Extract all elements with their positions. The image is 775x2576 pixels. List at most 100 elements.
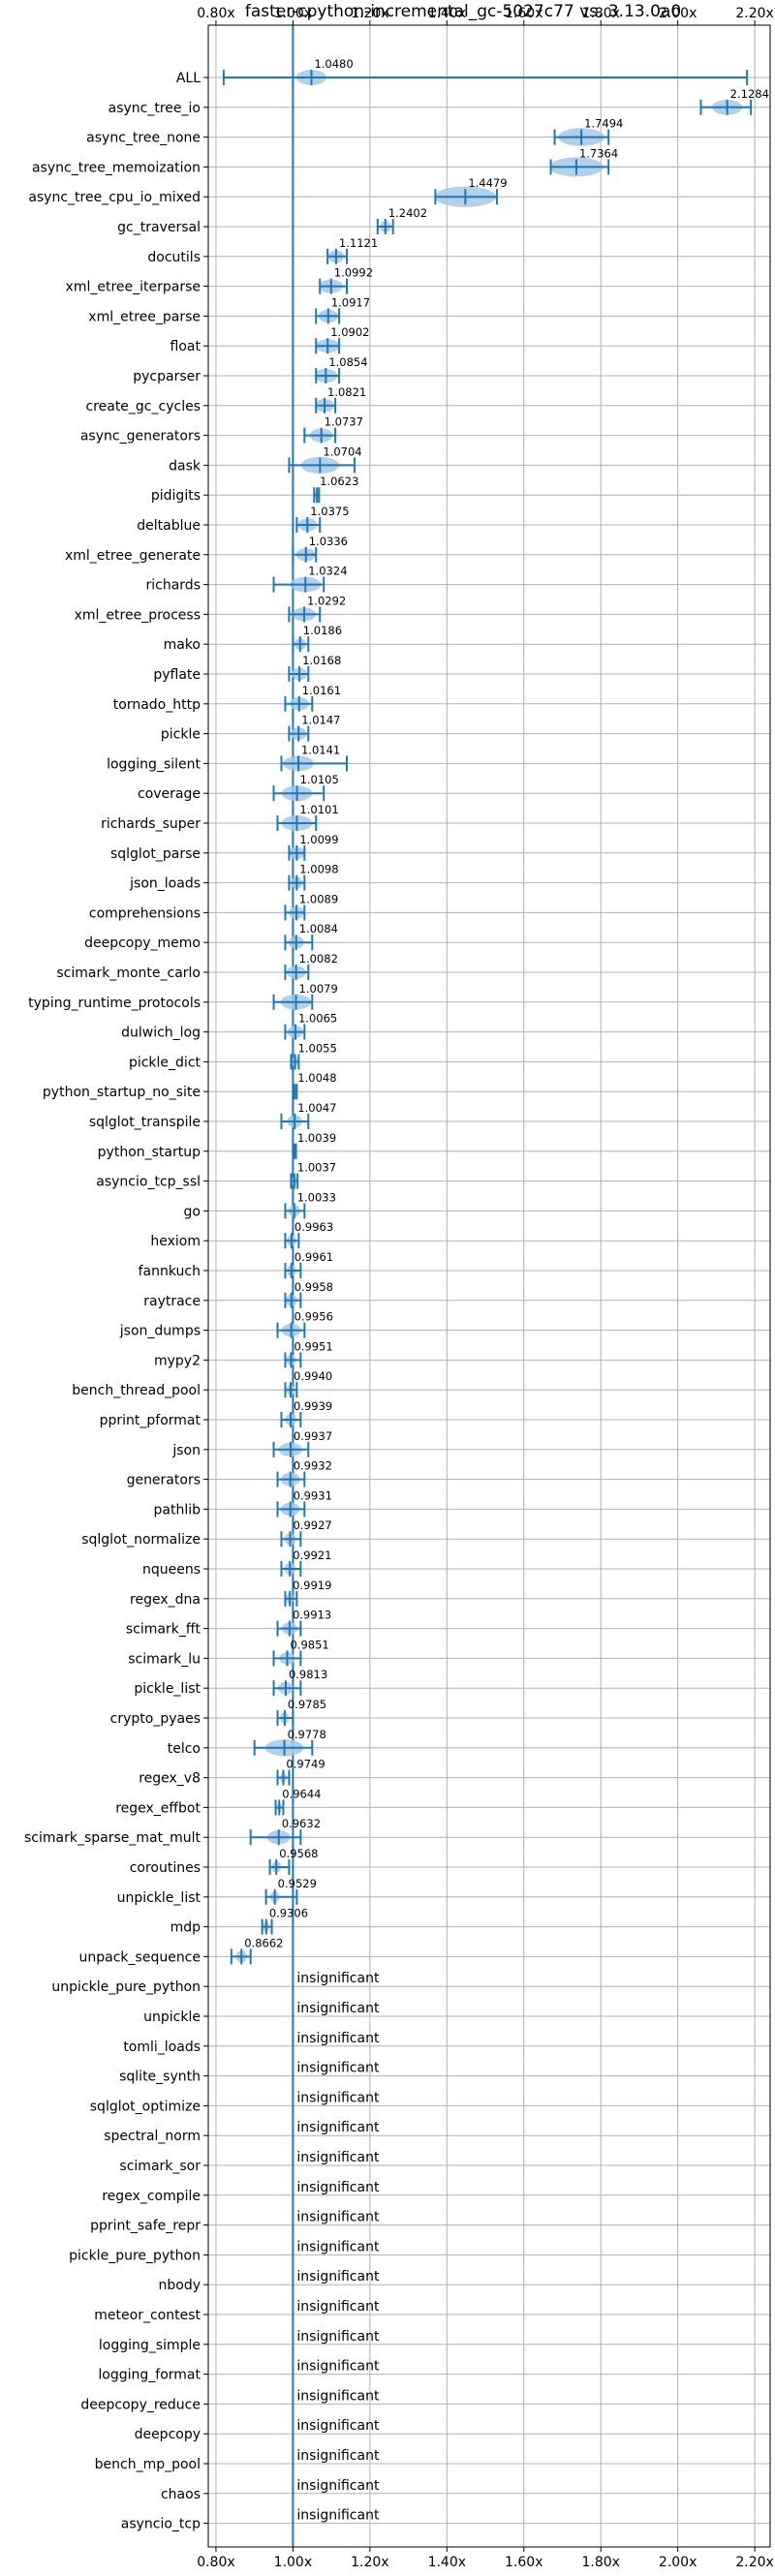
value-label: 1.0101 — [299, 803, 338, 816]
value-label: 0.9958 — [294, 1280, 333, 1294]
insignificant-label: insignificant — [296, 2120, 380, 2135]
value-label: 1.0039 — [297, 1131, 336, 1145]
x-tick-label-top: 1.60x — [505, 6, 542, 21]
x-tick-label-bottom: 1.00x — [274, 2555, 312, 2570]
benchmark-label: hexiom — [150, 1234, 201, 1249]
value-label: 1.0324 — [308, 565, 347, 578]
labels-layer: 0.80x 0.80x 1.00x 1.00x 1.20x 1.20x 1.40x 1.40x… — [24, 6, 774, 2570]
benchmark-label: create_gc_cycles — [85, 399, 201, 414]
benchmark-label: logging_simple — [99, 2338, 201, 2353]
benchmark-label: crypto_pyaes — [110, 1711, 201, 1727]
benchmark-label: sqlglot_optimize — [90, 2099, 201, 2114]
value-label: 1.1121 — [339, 236, 378, 250]
benchmark-label: mypy2 — [154, 1353, 201, 1368]
value-label: 1.7364 — [579, 146, 618, 160]
value-label: 1.0082 — [299, 952, 338, 966]
benchmark-label: pprint_safe_repr — [90, 2219, 201, 2234]
benchmark-label: asyncio_tcp_ssl — [96, 1175, 201, 1190]
value-label: 1.0292 — [307, 594, 346, 607]
benchmark-label: async_tree_cpu_io_mixed — [28, 190, 201, 205]
benchmark-label: richards — [146, 578, 202, 594]
benchmark-label: regex_v8 — [139, 1771, 201, 1787]
value-label: 1.7494 — [584, 117, 623, 131]
benchmark-label: float — [170, 339, 202, 354]
value-label: 0.9913 — [293, 1609, 331, 1622]
benchmark-label: regex_dna — [130, 1592, 201, 1608]
x-tick-label-bottom: 2.00x — [659, 2555, 697, 2570]
benchmark-label: pprint_pformat — [100, 1413, 202, 1428]
insignificant-label: insignificant — [296, 2061, 380, 2076]
value-label: 1.0065 — [298, 1012, 337, 1026]
x-tick-label-bottom: 1.40x — [428, 2555, 466, 2570]
benchmark-label: pickle_dict — [129, 1055, 202, 1070]
value-label: 0.8662 — [244, 1936, 283, 1949]
x-tick-label-top: 1.00x — [274, 6, 312, 21]
value-label: 0.9851 — [290, 1638, 328, 1651]
benchmark-label: go — [184, 1204, 201, 1219]
value-label: 0.9568 — [279, 1847, 318, 1860]
value-label: 0.9951 — [294, 1339, 332, 1353]
benchmark-label: async_generators — [80, 429, 201, 445]
value-label: 1.0033 — [297, 1190, 336, 1204]
benchmark-label: scimark_fft — [126, 1622, 202, 1638]
insignificant-label: insignificant — [296, 2508, 380, 2524]
insignificant-label: insignificant — [296, 2239, 380, 2254]
value-label: 1.0992 — [334, 266, 373, 280]
value-label: 1.0623 — [320, 475, 358, 488]
benchmark-label: regex_compile — [102, 2189, 201, 2204]
value-label: 0.9919 — [293, 1579, 331, 1592]
benchmark-label: xml_etree_process — [75, 607, 201, 623]
insignificant-label: insignificant — [296, 2359, 380, 2375]
value-label: 1.0048 — [297, 1071, 336, 1085]
value-label: 1.0186 — [303, 624, 342, 637]
benchmark-label: json_loads — [129, 876, 201, 892]
insignificant-label: insignificant — [296, 2448, 380, 2464]
benchmark-label: xml_etree_generate — [65, 548, 201, 564]
value-label: 1.0917 — [331, 295, 370, 309]
value-label: 1.0168 — [302, 654, 341, 667]
benchmark-label: sqlglot_transpile — [89, 1115, 201, 1130]
value-label: 0.9932 — [294, 1459, 332, 1473]
value-label: 0.9927 — [293, 1518, 331, 1532]
benchmark-label: pidigits — [151, 488, 201, 504]
value-label: 0.9785 — [288, 1698, 326, 1711]
benchmark-label: unpickle — [143, 2009, 201, 2025]
benchmark-label: async_tree_none — [86, 131, 201, 146]
benchmark-label: unpack_sequence — [79, 1949, 201, 1965]
benchmark-label: scimark_lu — [128, 1651, 201, 1667]
value-label: 1.0821 — [327, 385, 366, 399]
marks-layer — [222, 25, 753, 2547]
benchmark-label: sqlite_synth — [119, 2070, 201, 2085]
value-label: 1.0079 — [299, 982, 338, 996]
benchmark-label: mako — [164, 637, 201, 653]
benchmark-label: raytrace — [143, 1294, 201, 1309]
value-label: 0.9963 — [294, 1220, 333, 1234]
benchmark-label: pyflate — [153, 667, 201, 683]
x-tick-label-top: 2.20x — [735, 6, 773, 21]
chart-title: faster-cpython-incremental_gc-5027c77 vs… — [245, 2, 681, 21]
benchmark-label: scimark_sparse_mat_mult — [24, 1830, 201, 1846]
insignificant-label: insignificant — [296, 2329, 380, 2345]
value-label: 1.0336 — [309, 535, 348, 548]
benchmark-label: async_tree_memoization — [32, 160, 201, 175]
benchmark-label: mdp — [170, 1920, 202, 1936]
insignificant-label: insignificant — [296, 2001, 380, 2016]
benchmark-label: fannkuch — [139, 1264, 201, 1279]
value-label: 1.0098 — [299, 863, 338, 876]
value-label: 1.0089 — [299, 892, 338, 905]
benchmark-label: dask — [169, 458, 202, 474]
value-label: 0.9956 — [294, 1310, 333, 1324]
insignificant-label: insignificant — [296, 1971, 380, 1986]
insignificant-label: insignificant — [296, 2299, 380, 2315]
value-label: 1.0047 — [297, 1101, 336, 1115]
benchmark-label: xml_etree_iterparse — [66, 280, 201, 295]
value-label: 1.4479 — [468, 176, 507, 190]
insignificant-label: insignificant — [296, 2388, 380, 2404]
benchmark-label: docutils — [147, 250, 201, 265]
benchmark-label: tornado_http — [113, 697, 201, 713]
x-tick-label-top: 2.00x — [659, 6, 697, 21]
insignificant-label: insignificant — [296, 2150, 380, 2165]
benchmark-label: coverage — [138, 786, 201, 802]
benchmark-label: pickle — [161, 727, 201, 743]
value-label: 1.2402 — [388, 206, 427, 220]
